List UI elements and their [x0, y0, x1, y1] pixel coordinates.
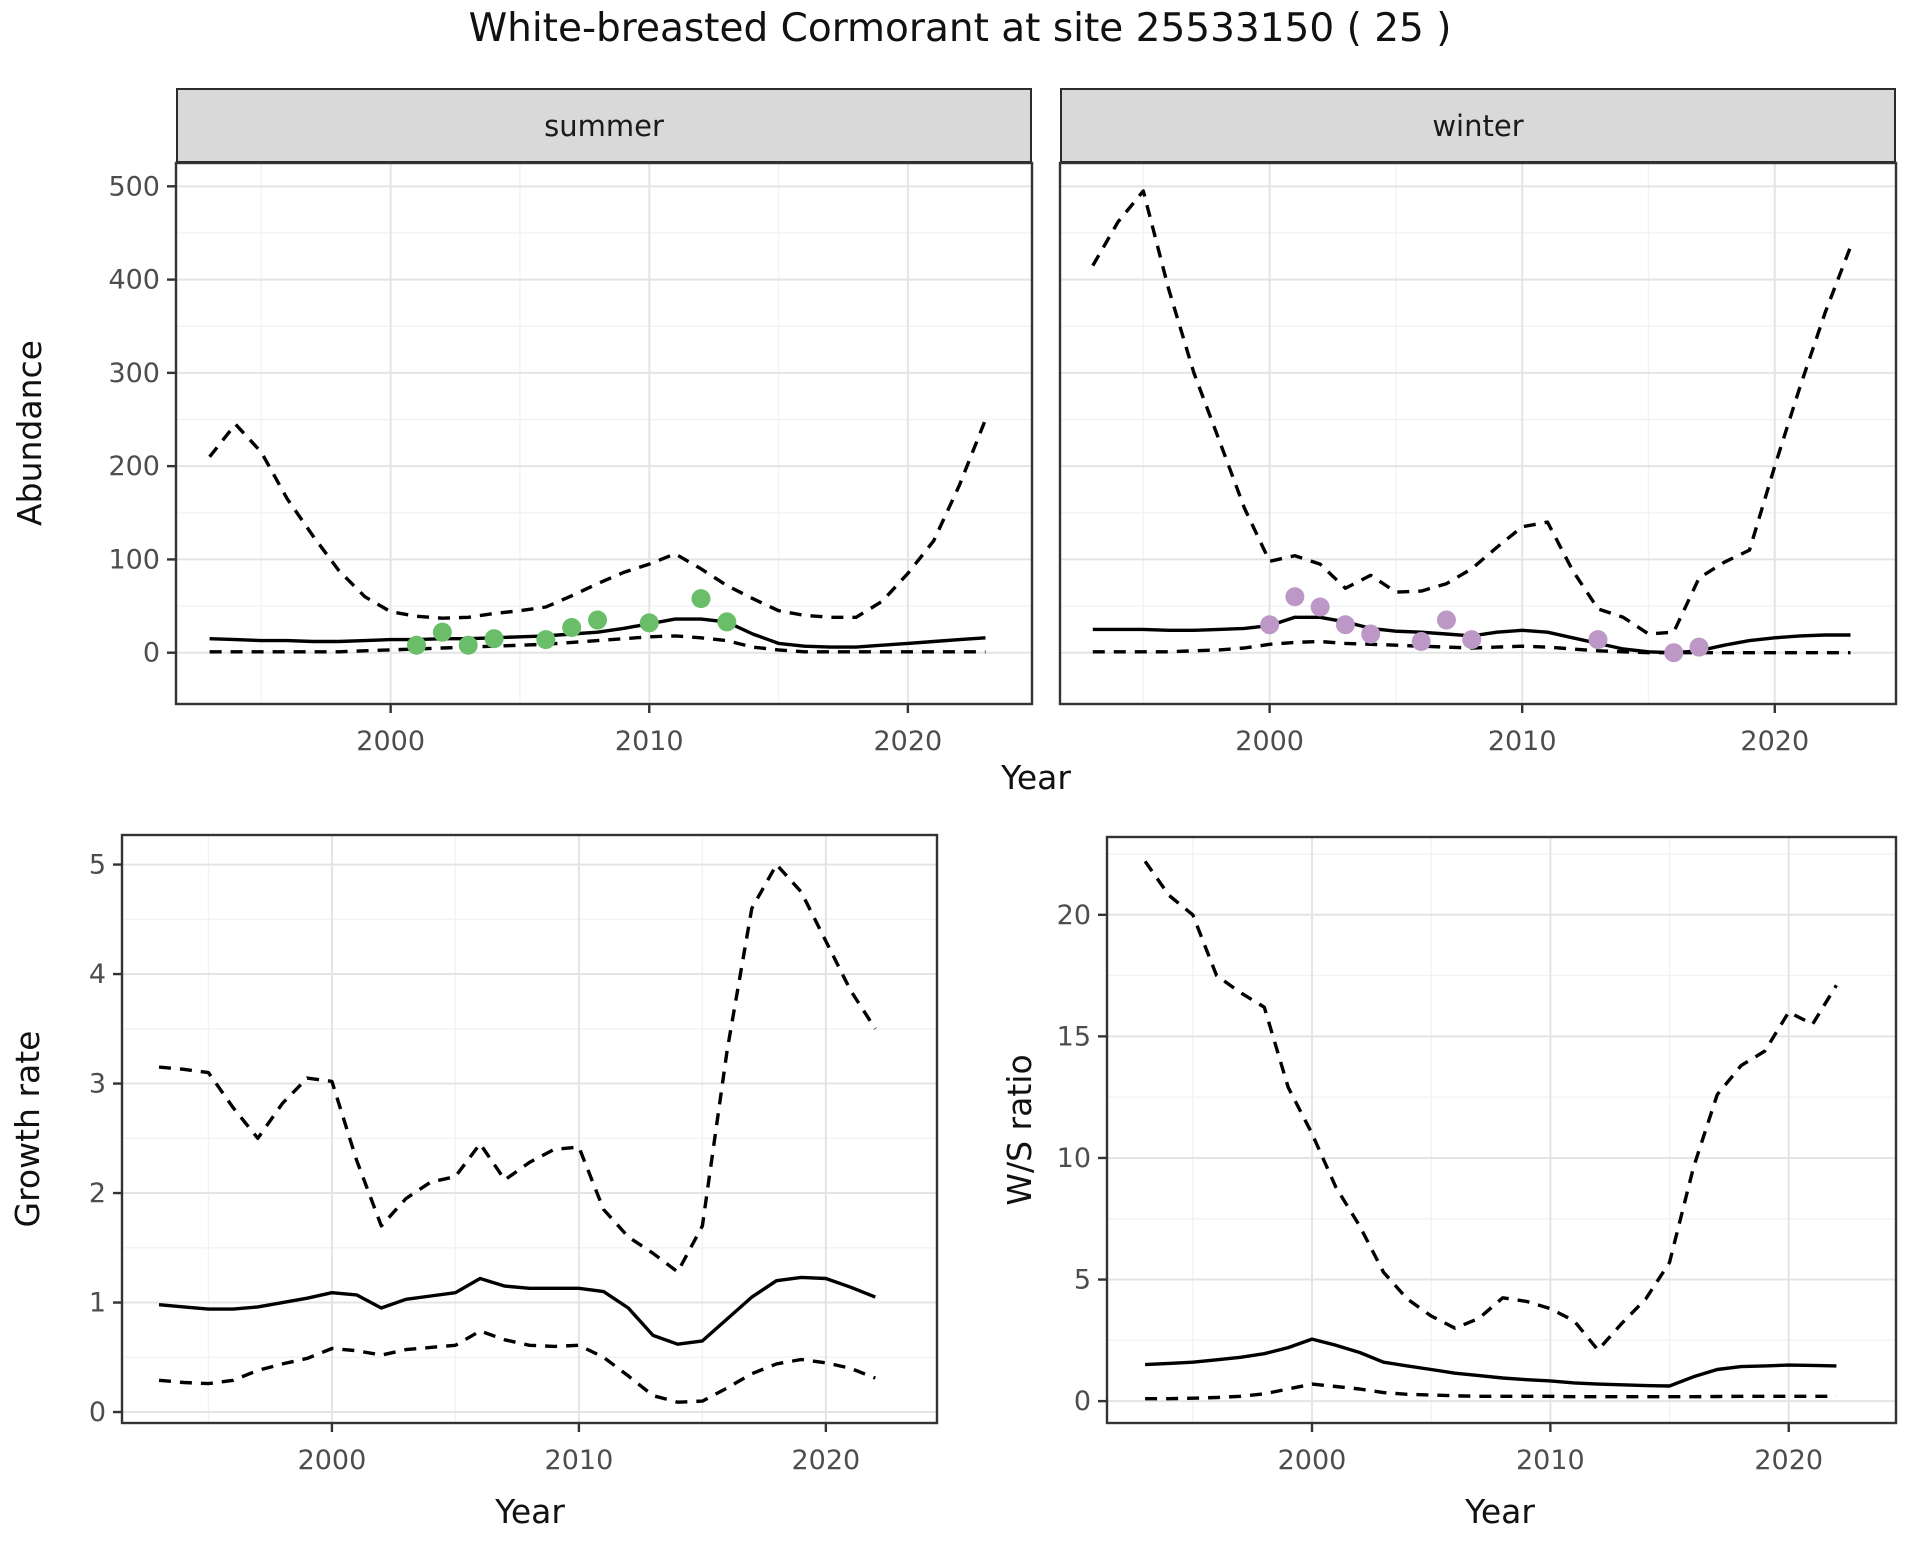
x-tick-label: 2020	[874, 726, 943, 757]
y-tick-label: 200	[108, 451, 160, 482]
chart-title: White-breasted Cormorant at site 2553315…	[468, 6, 1452, 51]
y-tick-label: 5	[89, 850, 106, 881]
y-tick-label: 5	[1074, 1265, 1091, 1296]
abundance_winter-panel-border	[1058, 161, 1898, 706]
y-tick-label: 3	[89, 1069, 106, 1100]
y-tick-label: 1	[89, 1288, 106, 1319]
facet-strip-winter-label: winter	[1432, 108, 1524, 143]
y-tick-label: 4	[89, 959, 106, 990]
x-axis-title-year-growth: Year	[495, 1492, 565, 1531]
x-tick-label: 2020	[1740, 726, 1809, 757]
abundance_winter-observation-point	[1588, 630, 1608, 650]
abundance_summer-panel-border	[174, 161, 1034, 706]
abundance_summer-observation-point	[691, 589, 711, 609]
abundance_summer-observation-point	[562, 618, 582, 638]
y-tick-label: 10	[1057, 1143, 1091, 1174]
abundance_winter-observation-point	[1436, 610, 1456, 630]
facet-strip-winter: winter	[1060, 88, 1896, 163]
x-axis-title-year-top: Year	[1001, 758, 1071, 797]
abundance_winter-observation-point	[1310, 597, 1330, 617]
x-tick-label: 2010	[545, 1445, 614, 1476]
y-axis-title-ws-ratio: W/S ratio	[1000, 1054, 1039, 1206]
y-tick-label: 0	[143, 638, 160, 669]
abundance_summer-observation-point	[432, 622, 452, 642]
ws_ratio-panel-border	[1105, 835, 1898, 1425]
abundance_winter-observation-point	[1664, 643, 1684, 663]
abundance_winter-observation-point	[1285, 587, 1305, 607]
abundance_summer-lower_ci-line	[209, 634, 986, 654]
abundance_summer-observation-point	[717, 612, 737, 632]
x-tick-label: 2000	[1278, 1445, 1347, 1476]
growth_rate-panel-border	[120, 833, 939, 1425]
abundance_winter-observation-point	[1462, 630, 1482, 650]
x-tick-label: 2020	[792, 1445, 861, 1476]
abundance_summer-observation-point	[484, 629, 504, 649]
growth_rate-upper_ci-line	[158, 862, 877, 1274]
x-tick-label: 2010	[1516, 1445, 1585, 1476]
abundance_winter-observation-point	[1361, 624, 1381, 644]
x-tick-label: 2010	[1488, 726, 1557, 757]
facet-strip-summer: summer	[176, 88, 1032, 163]
x-tick-label: 2000	[298, 1445, 367, 1476]
x-tick-label: 2010	[615, 726, 684, 757]
abundance_summer-observation-point	[588, 610, 608, 630]
x-axis-title-year-ws: Year	[1465, 1492, 1535, 1531]
ws_ratio-upper_ci-line	[1143, 860, 1838, 1352]
abundance_winter-observation-point	[1335, 615, 1355, 635]
y-axis-title-abundance: Abundance	[10, 340, 49, 526]
x-tick-label: 2000	[356, 726, 425, 757]
y-tick-label: 2	[89, 1178, 106, 1209]
abundance_winter-upper_ci-line	[1091, 189, 1853, 636]
ws_ratio-mean-line	[1145, 1337, 1837, 1388]
y-tick-label: 0	[1074, 1386, 1091, 1417]
x-tick-label: 2020	[1754, 1445, 1823, 1476]
y-tick-label: 20	[1057, 900, 1091, 931]
abundance_summer-observation-point	[639, 613, 659, 633]
y-tick-label: 0	[89, 1397, 106, 1428]
y-tick-label: 300	[108, 358, 160, 389]
abundance_summer-mean-line	[209, 617, 986, 649]
abundance_winter-observation-point	[1260, 615, 1280, 635]
facet-strip-summer-label: summer	[544, 108, 664, 143]
x-tick-label: 2000	[1235, 726, 1304, 757]
y-tick-label: 400	[108, 265, 160, 296]
y-tick-label: 500	[108, 171, 160, 202]
y-axis-title-growth-rate: Growth rate	[8, 1030, 47, 1228]
growth_rate-lower_ci-line	[158, 1329, 876, 1404]
abundance_winter-observation-point	[1689, 637, 1709, 657]
abundance_winter-observation-point	[1411, 632, 1431, 652]
abundance_summer-observation-point	[458, 635, 478, 655]
growth_rate-mean-line	[158, 1275, 876, 1346]
abundance_summer-observation-point	[536, 630, 556, 650]
abundance_summer-observation-point	[407, 635, 427, 655]
y-tick-label: 15	[1057, 1021, 1091, 1052]
ws_ratio-lower_ci-line	[1145, 1382, 1837, 1401]
y-tick-label: 100	[108, 544, 160, 575]
abundance_summer-upper_ci-line	[208, 418, 988, 620]
